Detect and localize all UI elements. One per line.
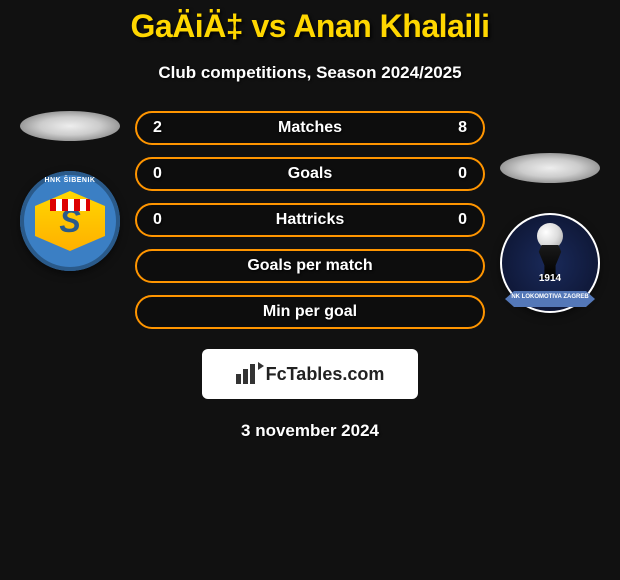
- comparison-subtitle: Club competitions, Season 2024/2025: [0, 63, 620, 83]
- stat-bar-goals: 0 Goals 0: [135, 157, 485, 191]
- stat-bar-hattricks: 0 Hattricks 0: [135, 203, 485, 237]
- stat-label: Min per goal: [263, 303, 357, 321]
- stat-right-value: 0: [447, 165, 467, 183]
- right-team-badge: 1914 NK LOKOMOTIVA ZAGREB: [500, 213, 600, 313]
- right-badge-banner: NK LOKOMOTIVA ZAGREB: [505, 291, 595, 307]
- right-badge-year: 1914: [539, 273, 561, 284]
- stat-bar-matches: 2 Matches 8: [135, 111, 485, 145]
- stat-bar-min-per-goal: Min per goal: [135, 295, 485, 329]
- left-badge-topline: HNK ŠIBENIK: [20, 177, 120, 184]
- stat-label: Goals per match: [247, 257, 372, 275]
- fctables-arrow-icon: [258, 362, 264, 370]
- left-team-badge: HNK ŠIBENIK S: [20, 171, 120, 271]
- right-player-column: 1914 NK LOKOMOTIVA ZAGREB: [495, 153, 605, 313]
- stat-bar-goals-per-match: Goals per match: [135, 249, 485, 283]
- stat-right-value: 8: [447, 119, 467, 137]
- stat-right-value: 0: [447, 211, 467, 229]
- left-player-photo: [20, 111, 120, 141]
- stat-label: Hattricks: [276, 211, 344, 229]
- left-badge-checker: [50, 199, 90, 211]
- right-player-photo: [500, 153, 600, 183]
- fctables-chart-icon: [236, 364, 260, 384]
- fctables-logo-text: FcTables.com: [266, 364, 385, 385]
- stat-left-value: 0: [153, 211, 173, 229]
- stat-label: Goals: [288, 165, 332, 183]
- stat-label: Matches: [278, 119, 342, 137]
- left-player-column: HNK ŠIBENIK S: [15, 111, 125, 271]
- comparison-main-row: HNK ŠIBENIK S 2 Matches 8 0 Goals 0 0 H: [0, 111, 620, 329]
- fctables-logo-box: FcTables.com: [202, 349, 418, 399]
- comparison-date: 3 november 2024: [0, 421, 620, 441]
- stat-left-value: 2: [153, 119, 173, 137]
- stats-column: 2 Matches 8 0 Goals 0 0 Hattricks 0 Goal…: [135, 111, 485, 329]
- left-badge-shield: S: [35, 191, 105, 251]
- stat-left-value: 0: [153, 165, 173, 183]
- comparison-title: GaÄiÄ‡ vs Anan Khalaili: [0, 0, 620, 45]
